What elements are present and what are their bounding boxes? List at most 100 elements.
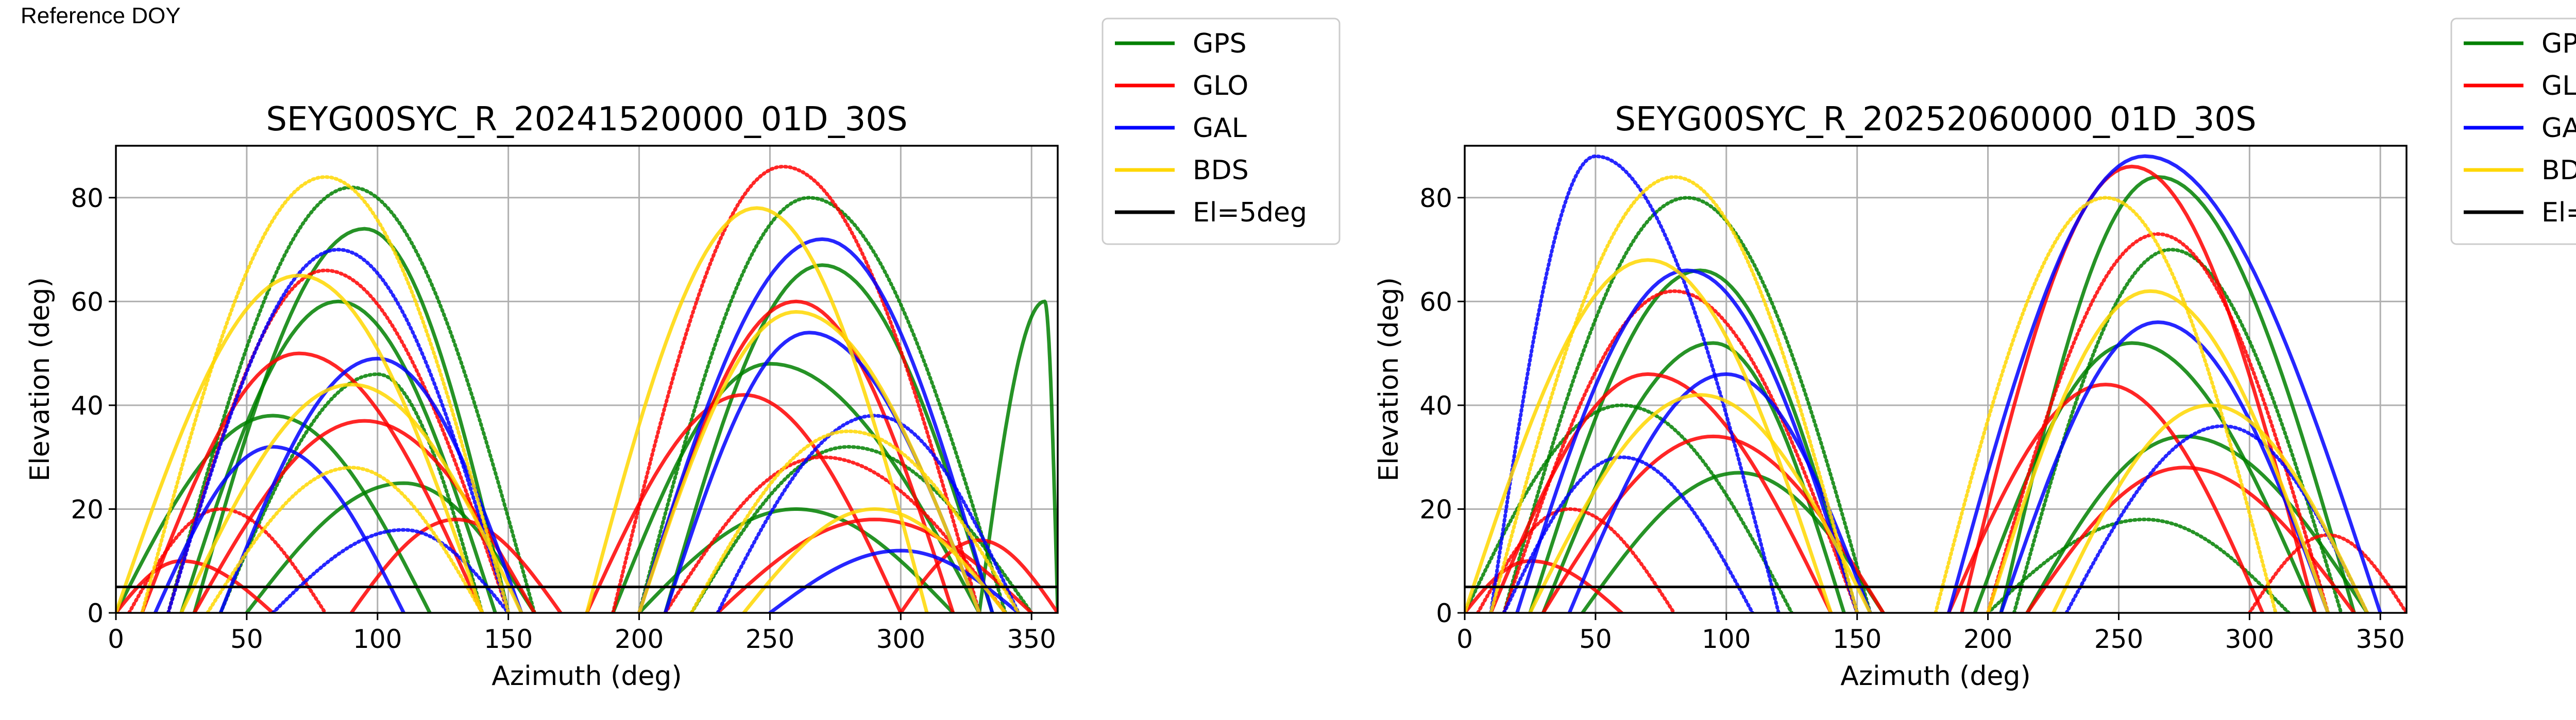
satellite-track [585, 393, 903, 613]
y-tick-label: 0 [1436, 598, 1452, 628]
satellite-track [179, 299, 497, 613]
satellite-track [140, 175, 511, 613]
y-tick-label: 60 [1419, 287, 1452, 317]
x-tick-label: 300 [876, 624, 925, 654]
legend-frame [2450, 18, 2576, 245]
legend-label: GPS [2541, 28, 2576, 59]
legend-label: GLO [2541, 71, 2576, 101]
x-tick-label: 50 [230, 624, 263, 654]
figure-label: Reference DOY [21, 3, 181, 28]
x-tick-label: 350 [2356, 624, 2405, 654]
chart-panel-1: 0 50 100 150 200 250 300 350 0 20 40 60 80 Azimuth (d… [25, 18, 1341, 692]
satellite-track [271, 528, 511, 613]
series-gal [1489, 154, 2382, 613]
satellite-track [1489, 175, 1859, 613]
satellite-track [2025, 434, 2369, 613]
satellite-track [663, 455, 1007, 613]
satellite-track [206, 466, 484, 613]
satellite-track [689, 429, 1021, 613]
satellite-track [742, 507, 1007, 613]
satellite-track [1502, 289, 1859, 613]
legend-label: BDS [2541, 155, 2576, 186]
satellite-track [1515, 268, 1859, 613]
y-tick-label: 0 [87, 598, 104, 628]
legend-label: El=5deg [2541, 197, 2576, 228]
x-tick-label: 0 [1456, 624, 1473, 654]
y-tick-label: 60 [71, 287, 104, 317]
satellite-track [1960, 164, 2317, 613]
satellite-track [166, 248, 511, 613]
satellite-track [1946, 154, 2382, 613]
satellite-track [663, 263, 994, 613]
satellite-track [1502, 196, 1872, 613]
series-glo [1465, 164, 2406, 613]
x-tick-label: 300 [2225, 624, 2274, 654]
legend-label: GLO [1193, 71, 1248, 101]
legend-frame [1101, 18, 1341, 245]
y-tick-label: 80 [71, 183, 104, 213]
y-axis-label: Elevation (deg) [1374, 277, 1404, 482]
satellite-track [349, 518, 563, 613]
legend-label: GPS [1193, 28, 1247, 59]
satellite-track [1489, 154, 1781, 613]
satellite-track [1502, 455, 1755, 613]
satellite-track [2052, 403, 2369, 613]
y-tick-label: 40 [1419, 391, 1452, 421]
satellite-track [116, 273, 484, 613]
satellite-track [1476, 507, 1676, 613]
y-tick-label: 20 [1419, 494, 1452, 524]
satellite-track [637, 310, 981, 613]
x-tick-label: 250 [2094, 624, 2143, 654]
x-tick-label: 350 [1007, 624, 1056, 654]
x-tick-label: 200 [1963, 624, 2012, 654]
x-tick-label: 100 [1702, 624, 1751, 654]
satellite-track [1986, 289, 2330, 613]
satellite-track [1541, 341, 1846, 613]
legend: GPS GLO GAL BDS El=5deg [1101, 18, 1341, 245]
satellite-track [611, 362, 981, 613]
legend-label: BDS [1193, 155, 1249, 186]
satellite-track [2012, 248, 2343, 613]
satellite-track [899, 538, 1058, 613]
satellite-track [140, 351, 484, 613]
satellite-track [1528, 393, 1872, 613]
series-bds [1465, 175, 2369, 613]
satellite-track [179, 383, 523, 613]
satellite-track [716, 414, 1021, 613]
chart-title: SEYG00SYC_R_20252060000_01D_30S [1615, 100, 2256, 139]
x-tick-label: 100 [353, 624, 402, 654]
satellite-track [218, 372, 484, 613]
satellite-track [1946, 383, 2265, 613]
y-tick-label: 80 [1419, 183, 1452, 213]
satellite-track [1999, 320, 2330, 613]
satellite-track [585, 206, 929, 613]
y-tick-label: 20 [71, 494, 104, 524]
x-tick-label: 200 [615, 624, 664, 654]
satellite-track [637, 299, 955, 613]
chart-panel-2: 0 50 100 150 200 250 300 350 0 20 40 60 80 Azimuth (d… [1374, 18, 2576, 692]
plot-frame [1464, 145, 2408, 614]
satellite-track [1489, 372, 1833, 613]
satellite-track [153, 444, 406, 613]
x-tick-label: 250 [745, 624, 794, 654]
y-tick-label: 40 [71, 391, 104, 421]
satellite-track [611, 164, 981, 613]
legend: GPS GLO GAL BDS El=5deg [2450, 18, 2576, 245]
legend-label: El=5deg [1193, 197, 1307, 228]
plot-frame [115, 145, 1059, 614]
satellite-track [689, 444, 1033, 613]
x-tick-label: 150 [1833, 624, 1882, 654]
legend-label: GAL [2541, 113, 2576, 144]
satellite-track [1528, 268, 1859, 613]
satellite-track [637, 237, 994, 613]
x-tick-label: 50 [1579, 624, 1612, 654]
x-axis-label: Azimuth (deg) [492, 661, 682, 692]
satellite-track [127, 507, 327, 613]
satellite-track [2025, 466, 2356, 613]
y-axis-label: Elevation (deg) [25, 277, 56, 482]
satellite-track [637, 196, 1007, 613]
x-tick-label: 0 [108, 624, 124, 654]
satellite-track [977, 299, 1058, 613]
satellite-track [1567, 372, 1872, 613]
